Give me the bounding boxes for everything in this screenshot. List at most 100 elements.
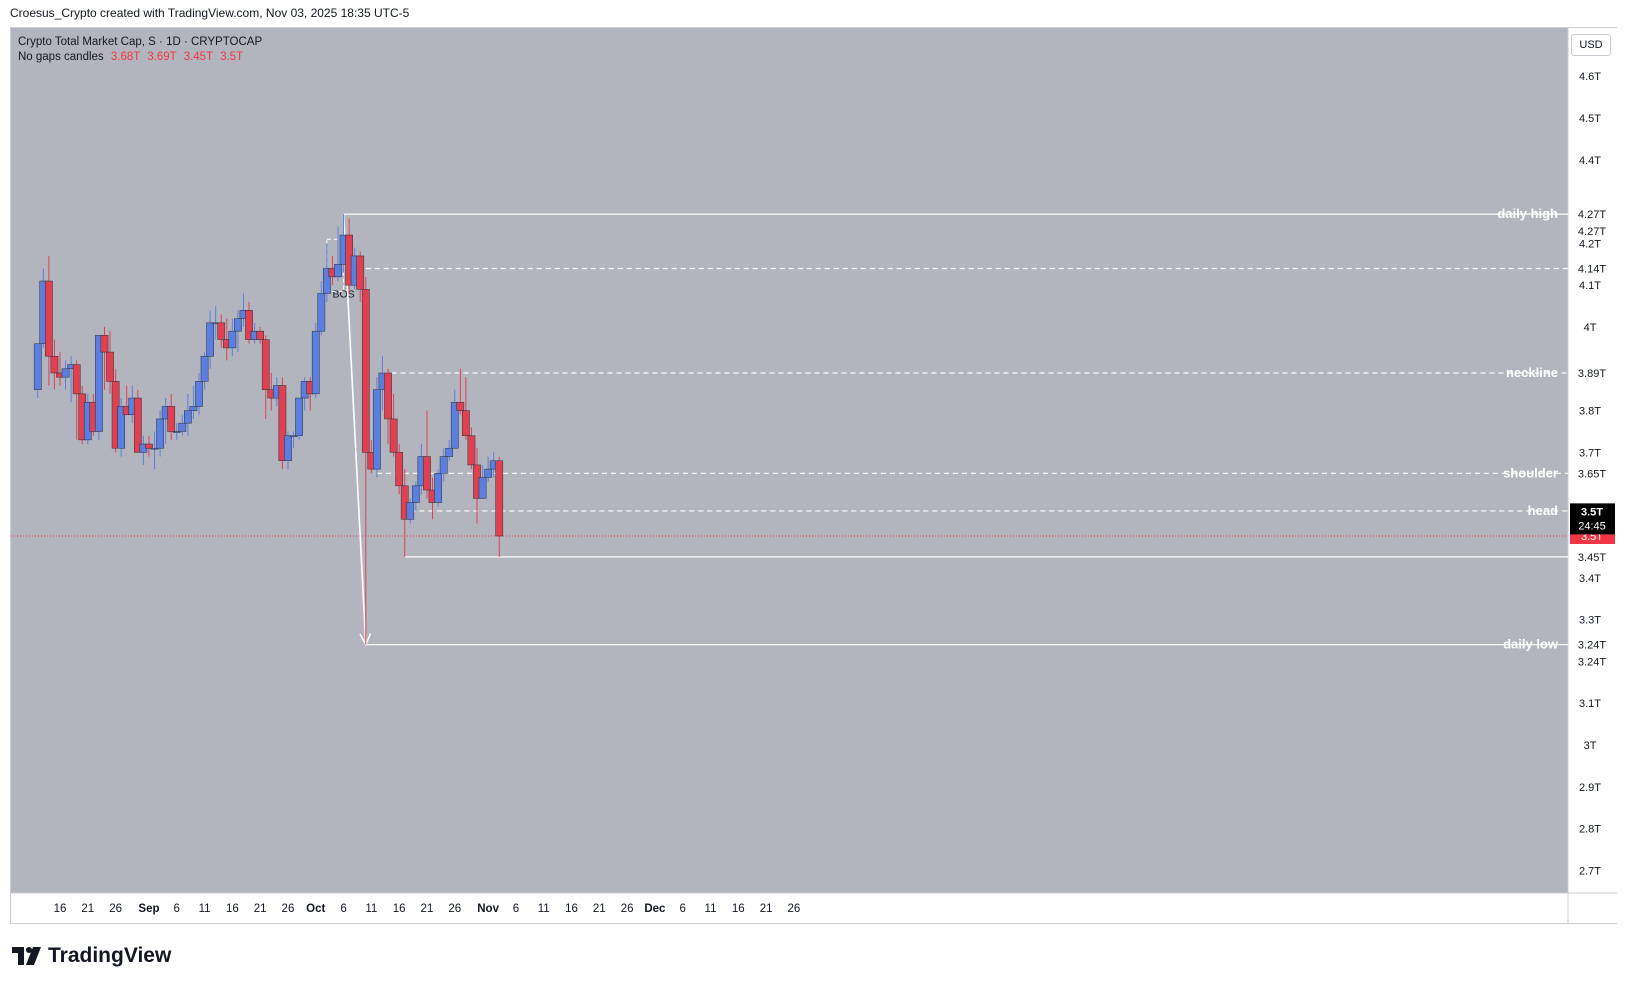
legend-high: 3.69T bbox=[147, 51, 177, 63]
candle-body bbox=[445, 447, 454, 457]
axis-level-badge bbox=[1570, 653, 1615, 670]
chart-legend: Crypto Total Market Cap, S · 1D · CRYPTO… bbox=[18, 35, 262, 65]
y-tick-label: 3.7T bbox=[1579, 447, 1601, 459]
y-tick-label: 3T bbox=[1584, 740, 1597, 752]
y-tick-label: 3.8T bbox=[1579, 406, 1601, 418]
x-tick-label: 16 bbox=[732, 903, 745, 915]
axis-level-badge bbox=[1570, 548, 1615, 565]
candle-body bbox=[284, 435, 292, 462]
last-price-badge bbox=[1570, 503, 1615, 535]
x-tick-label: 26 bbox=[282, 903, 295, 915]
candle-body bbox=[245, 310, 253, 340]
candle-body bbox=[311, 330, 320, 395]
x-tick-label: Nov bbox=[477, 903, 499, 915]
axis-level-text: 4.27T bbox=[1578, 226, 1606, 238]
y-tick-label: 2.8T bbox=[1579, 824, 1601, 836]
x-tick-label: 21 bbox=[254, 903, 267, 915]
candle-body bbox=[72, 364, 81, 395]
trend-arrow bbox=[342, 214, 367, 645]
x-tick-label: 11 bbox=[199, 903, 211, 915]
candle-body bbox=[317, 293, 326, 332]
candle-body bbox=[234, 318, 242, 332]
candle-body bbox=[228, 330, 237, 349]
axis-level-text: 3.65T bbox=[1578, 468, 1606, 480]
candle-body bbox=[145, 443, 153, 449]
candle-body bbox=[217, 322, 226, 340]
x-tick-label: 11 bbox=[538, 903, 550, 915]
candle-body bbox=[384, 372, 392, 420]
candle-body bbox=[256, 330, 265, 340]
axis-level-badge bbox=[1570, 364, 1615, 381]
tradingview-logo[interactable]: TradingView bbox=[12, 944, 171, 968]
x-tick-label: 6 bbox=[680, 903, 686, 915]
candle-body bbox=[150, 447, 159, 450]
legend-close: 3.5T bbox=[220, 51, 244, 63]
candle-body bbox=[389, 418, 398, 453]
candle-body bbox=[172, 431, 181, 433]
candle-body bbox=[117, 406, 126, 449]
candle-body bbox=[167, 406, 176, 432]
candle-body bbox=[295, 397, 303, 436]
x-tick-label: 26 bbox=[621, 903, 634, 915]
candle-body bbox=[361, 289, 370, 453]
candle-body bbox=[289, 435, 298, 437]
candle-body bbox=[189, 406, 198, 411]
candle-body bbox=[184, 410, 192, 424]
level-label: daily high bbox=[1497, 206, 1558, 221]
level-label: daily low bbox=[1503, 637, 1559, 652]
countdown-text: 24:45 bbox=[1578, 520, 1606, 532]
last-price-text: 3.5T bbox=[1581, 506, 1603, 518]
candle-body bbox=[45, 280, 53, 357]
axis-level-text: 4.27T bbox=[1578, 209, 1606, 221]
y-tick-label: 4T bbox=[1584, 322, 1597, 334]
candle-body bbox=[156, 418, 164, 449]
x-tick-label: 11 bbox=[705, 903, 717, 915]
axis-level-text: 4.14T bbox=[1578, 263, 1606, 275]
y-tick-label: 2.9T bbox=[1579, 782, 1601, 794]
level-label: shoulder bbox=[1503, 465, 1558, 480]
axis-level-text: 3.89T bbox=[1578, 368, 1606, 380]
x-tick-label: 16 bbox=[226, 903, 239, 915]
y-tick-label: 3.4T bbox=[1579, 573, 1601, 585]
candle-body bbox=[356, 255, 365, 290]
x-tick-label: 6 bbox=[174, 903, 180, 915]
axis-level-text: 3.45T bbox=[1578, 552, 1606, 564]
legend-title: Crypto Total Market Cap, S · 1D · CRYPTO… bbox=[18, 36, 263, 48]
currency-button[interactable]: USD bbox=[1571, 34, 1611, 56]
axis-level-badge bbox=[1570, 465, 1615, 482]
candle-body bbox=[411, 485, 420, 503]
candle-body bbox=[133, 397, 142, 453]
bos-label: BOS bbox=[332, 289, 354, 301]
candle-body bbox=[467, 435, 476, 466]
x-tick-label: 26 bbox=[109, 903, 122, 915]
candle-body bbox=[495, 460, 504, 537]
attribution: Croesus_Crypto created with TradingView.… bbox=[10, 6, 410, 20]
axis-level-badge bbox=[1570, 260, 1615, 277]
x-tick-label: 21 bbox=[81, 903, 94, 915]
x-tick-label: 21 bbox=[760, 903, 773, 915]
candle-body bbox=[334, 264, 342, 278]
candle-body bbox=[261, 339, 270, 390]
candle-body bbox=[434, 473, 442, 503]
level-label: neckline bbox=[1506, 365, 1558, 380]
x-tick-label: 16 bbox=[54, 903, 67, 915]
y-tick-label: 3.1T bbox=[1579, 698, 1601, 710]
x-tick-label: 6 bbox=[340, 903, 346, 915]
plot-area bbox=[11, 28, 1568, 893]
x-tick-label: 21 bbox=[593, 903, 606, 915]
y-tick-label: 3.3T bbox=[1579, 615, 1601, 627]
legend-open: 3.68T bbox=[110, 51, 141, 63]
candle-body bbox=[100, 335, 109, 353]
candle-body bbox=[50, 356, 59, 374]
x-tick-label: 16 bbox=[393, 903, 406, 915]
axis-level-text: 3.24T bbox=[1578, 657, 1606, 669]
candle-body bbox=[106, 351, 114, 382]
axis-level-badge bbox=[1570, 223, 1615, 240]
candle-body bbox=[406, 502, 415, 520]
candle-body bbox=[395, 452, 404, 487]
x-tick-label: 16 bbox=[565, 903, 578, 915]
x-tick-label: 6 bbox=[513, 903, 519, 915]
x-tick-label: Dec bbox=[644, 903, 666, 915]
candle-body bbox=[423, 456, 431, 491]
